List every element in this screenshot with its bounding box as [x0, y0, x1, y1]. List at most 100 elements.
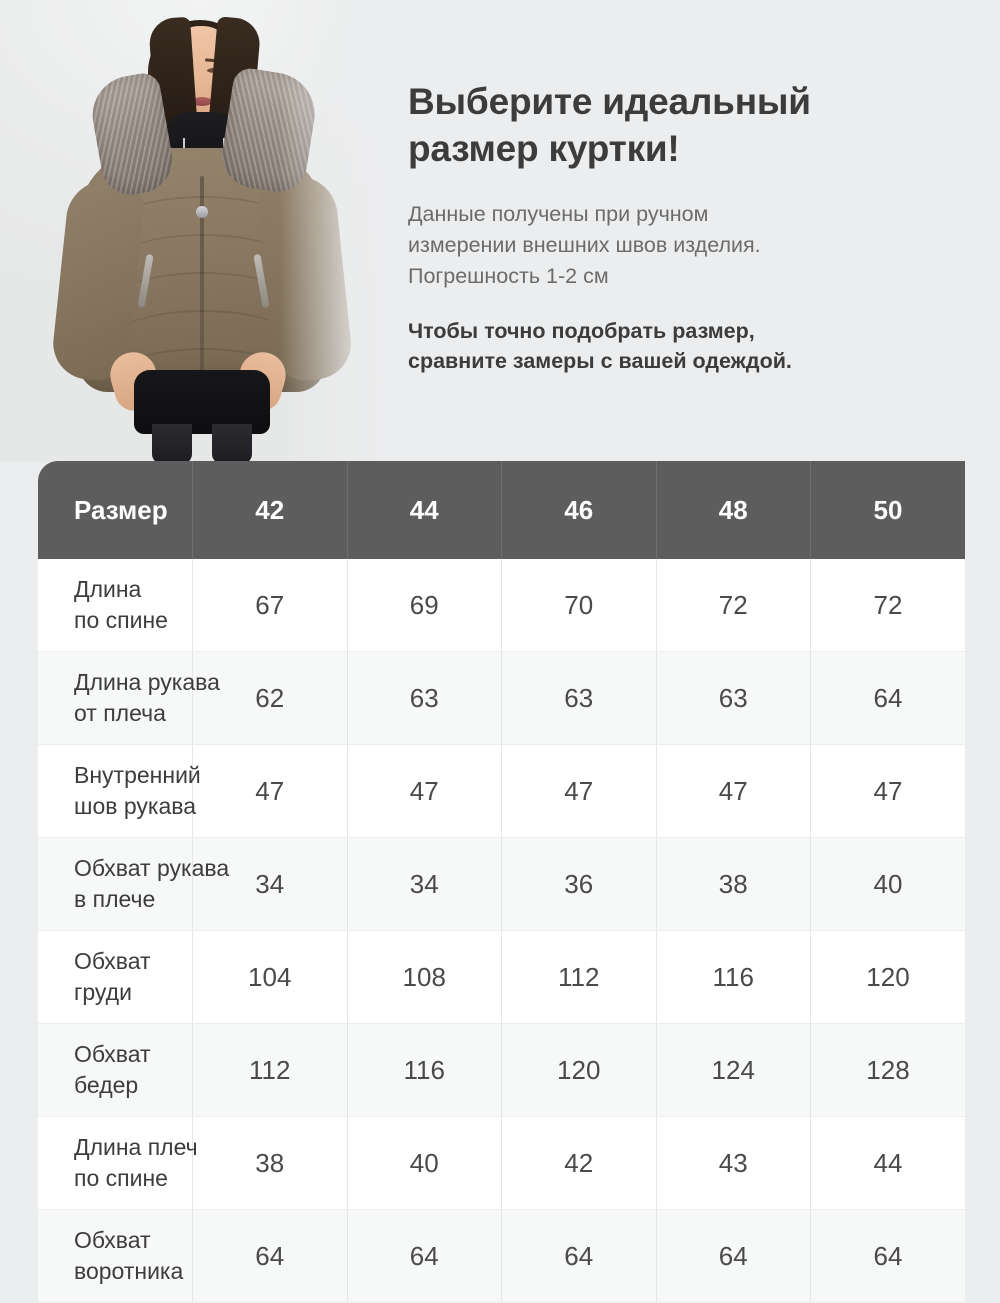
photo-edge-fade: [280, 0, 400, 462]
measurement-value: 64: [656, 1209, 811, 1303]
model-leg-right: [212, 424, 252, 462]
measurement-label-line-2: от плеча: [74, 700, 166, 726]
quilting-chevron: [110, 272, 296, 304]
measurement-value: 72: [656, 559, 811, 652]
header-size-44: 44: [347, 461, 502, 559]
measurement-value: 63: [347, 651, 502, 745]
measurement-label-line-2: груди: [74, 979, 132, 1005]
model-skirt: [134, 370, 270, 434]
size-table-body: Длина по спине 67 69 70 72 72 Длина рукава от пл…: [38, 559, 965, 1303]
measurement-value: 112: [192, 1023, 348, 1117]
table-row: Обхват бедер 112 116 120 124 128: [38, 1023, 965, 1117]
measurement-note: Данные получены при ручном измерении внеш…: [408, 173, 968, 292]
size-table: Размер 42 44 46 48 50 Длина по спине 67 69 7…: [38, 461, 965, 1303]
measurement-value: 36: [501, 837, 657, 931]
measurement-label: Длина плеч по спине: [38, 1116, 198, 1210]
measurement-label-line-1: Внутренний: [74, 762, 201, 789]
measurement-label-line-1: Длина: [74, 576, 142, 603]
measurement-value: 38: [192, 1116, 348, 1210]
measurement-label: Обхват груди: [38, 930, 193, 1024]
measurement-value: 108: [347, 930, 502, 1024]
measurement-value: 69: [347, 559, 502, 652]
measurement-label-line-2: шов рукава: [74, 793, 196, 819]
fit-advice: Чтобы точно подобрать размер, сравните за…: [408, 292, 968, 377]
model-leg-left: [152, 424, 192, 462]
hero-section: Выберите идеальный размер куртки! Данные …: [0, 0, 1000, 462]
table-row: Обхват рукава в плече 34 34 36 38 40: [38, 837, 965, 931]
measurement-label-line-1: Обхват: [74, 948, 151, 975]
table-row: Обхват груди 104 108 112 116 120: [38, 930, 965, 1024]
measurement-value: 64: [347, 1209, 502, 1303]
intro-text-panel: Выберите идеальный размер куртки! Данные …: [408, 0, 968, 462]
quilting-chevron: [110, 234, 296, 266]
measurement-value: 64: [810, 1209, 965, 1303]
measurement-value: 64: [501, 1209, 657, 1303]
measurement-value: 64: [192, 1209, 348, 1303]
measurement-value: 112: [501, 930, 657, 1024]
header-size-48: 48: [656, 461, 811, 559]
subtext-line-2: измерении внешних швов изделия.: [408, 232, 761, 257]
header-measurement-label: Размер: [38, 461, 193, 559]
measurement-value: 34: [192, 837, 348, 931]
page-title: Выберите идеальный размер куртки!: [408, 0, 968, 173]
table-row: Длина рукава от плеча 62 63 63 63 64: [38, 651, 965, 745]
measurement-label: Обхват бедер: [38, 1023, 193, 1117]
measurement-value: 116: [656, 930, 811, 1024]
measurement-label-line-2: по спине: [74, 1165, 168, 1191]
measurement-value: 67: [192, 559, 348, 652]
quilting-chevron: [110, 310, 296, 342]
measurement-value: 70: [501, 559, 657, 652]
measurement-value: 63: [656, 651, 811, 745]
measurement-value: 47: [501, 744, 657, 838]
measurement-label: Длина по спине: [38, 559, 193, 652]
table-row: Внутренний шов рукава 47 47 47 47 47: [38, 744, 965, 838]
emphasis-line-1: Чтобы точно подобрать размер,: [408, 318, 755, 343]
subtext-line-3: Погрешность 1-2 см: [408, 263, 609, 288]
measurement-value: 116: [347, 1023, 502, 1117]
measurement-label: Обхват рукава в плече: [38, 837, 230, 931]
emphasis-line-2: сравните замеры с вашей одеждой.: [408, 349, 792, 374]
header-size-42: 42: [192, 461, 348, 559]
measurement-value: 47: [656, 744, 811, 838]
measurement-label-line-2: бедер: [74, 1072, 139, 1098]
headline-line-1: Выберите идеальный: [408, 81, 811, 122]
measurement-value: 63: [501, 651, 657, 745]
measurement-value: 44: [810, 1116, 965, 1210]
table-row: Обхват воротника 64 64 64 64 64: [38, 1209, 965, 1303]
measurement-value: 42: [501, 1116, 657, 1210]
measurement-value: 38: [656, 837, 811, 931]
measurement-value: 47: [810, 744, 965, 838]
size-chart: Размер 42 44 46 48 50 Длина по спине 67 69 7…: [38, 461, 965, 1303]
measurement-label: Внутренний шов рукава: [38, 744, 201, 838]
model-lips: [192, 97, 212, 106]
measurement-value: 120: [501, 1023, 657, 1117]
table-row: Длина по спине 67 69 70 72 72: [38, 559, 965, 652]
quilting-chevron: [110, 196, 296, 228]
quilting-chevron: [110, 348, 296, 380]
measurement-value: 40: [347, 1116, 502, 1210]
measurement-value: 124: [656, 1023, 811, 1117]
measurement-value: 104: [192, 930, 348, 1024]
measurement-label-line-1: Длина рукава: [74, 669, 220, 696]
measurement-value: 64: [810, 651, 965, 745]
measurement-label-line-2: воротника: [74, 1258, 184, 1284]
measurement-value: 120: [810, 930, 965, 1024]
measurement-label: Обхват воротника: [38, 1209, 193, 1303]
measurement-value: 47: [192, 744, 348, 838]
size-table-header-row: Размер 42 44 46 48 50: [38, 461, 965, 559]
subtext-line-1: Данные получены при ручном: [408, 201, 709, 226]
measurement-value: 62: [192, 651, 348, 745]
measurement-value: 128: [810, 1023, 965, 1117]
measurement-label-line-2: по спине: [74, 607, 168, 633]
measurement-label-line-1: Обхват: [74, 1041, 151, 1068]
measurement-label-line-1: Обхват рукава: [74, 855, 230, 882]
zipper-pull-icon: [196, 206, 208, 218]
header-size-46: 46: [501, 461, 657, 559]
measurement-value: 72: [810, 559, 965, 652]
measurement-value: 40: [810, 837, 965, 931]
measurement-label-line-2: в плече: [74, 886, 156, 912]
size-table-head: Размер 42 44 46 48 50: [38, 461, 965, 559]
product-photo: [0, 0, 400, 462]
measurement-value: 34: [347, 837, 502, 931]
table-row: Длина плеч по спине 38 40 42 43 44: [38, 1116, 965, 1210]
